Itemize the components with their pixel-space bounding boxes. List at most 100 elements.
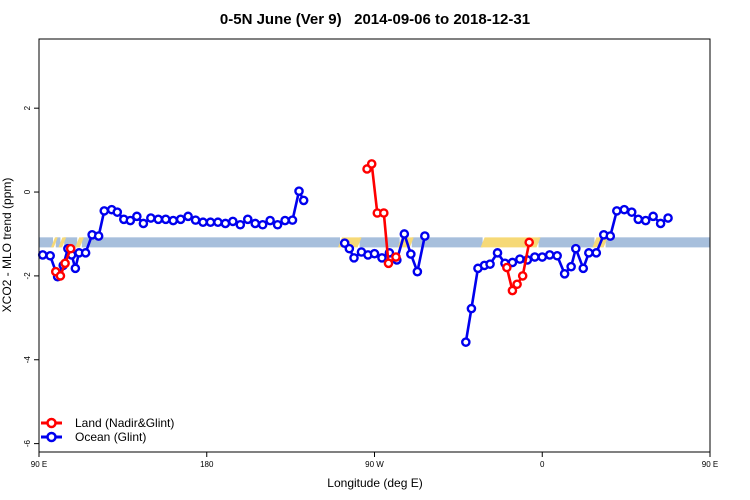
- data-point: [213, 217, 223, 228]
- data-point: [612, 206, 622, 216]
- data-point: [466, 303, 477, 314]
- data-point: [125, 215, 136, 226]
- band-ocean-segment: [605, 237, 710, 248]
- data-point: [507, 257, 518, 268]
- data-point: [399, 229, 410, 239]
- y-axis-label: XCO2 - MLO trend (ppm): [0, 178, 14, 313]
- band-land-segment: [58, 237, 67, 248]
- band-ocean-segment: [359, 237, 400, 248]
- data-point: [112, 207, 123, 217]
- data-point: [265, 215, 275, 226]
- data-point: [619, 204, 630, 215]
- data-point: [344, 243, 355, 254]
- data-point: [298, 195, 309, 206]
- band-ocean-segment: [39, 237, 53, 248]
- series-line: [42, 189, 305, 279]
- data-point: [228, 216, 238, 227]
- data-point: [591, 248, 602, 258]
- data-point: [70, 263, 81, 274]
- data-point: [65, 243, 76, 254]
- legend-label-ocean: Ocean (Glint): [75, 430, 146, 444]
- data-point: [153, 214, 164, 225]
- data-point: [287, 215, 298, 225]
- y-tick-label: 0: [23, 189, 32, 194]
- data-point: [220, 218, 231, 229]
- data-point: [45, 250, 55, 261]
- data-point: [655, 218, 666, 229]
- data-point: [578, 263, 589, 274]
- band-ocean-segment: [411, 237, 483, 248]
- data-point: [383, 258, 394, 269]
- band-ocean-segment: [538, 237, 595, 248]
- axis-ticks: 90 E 180 90 W 0 90 E 2 0 -2 -4 -6: [23, 105, 718, 469]
- data-point: [544, 250, 555, 260]
- data-point: [605, 231, 616, 241]
- data-point: [93, 231, 104, 241]
- data-point: [280, 215, 290, 226]
- data-point: [537, 252, 548, 262]
- legend: Land (Nadir&Glint) Ocean (Glint): [41, 416, 174, 444]
- data-point: [183, 211, 193, 222]
- data-point: [633, 214, 644, 225]
- data-point: [517, 271, 528, 281]
- y-tick-label: -6: [23, 440, 32, 448]
- data-point: [377, 253, 387, 263]
- x-tick-label: 90 W: [365, 460, 384, 469]
- data-point: [99, 206, 110, 216]
- data-point: [257, 219, 268, 230]
- data-point: [366, 159, 377, 169]
- data-point: [294, 186, 304, 197]
- legend-label-land: Land (Nadir&Glint): [75, 416, 174, 430]
- data-point: [420, 231, 430, 241]
- data-point: [132, 211, 142, 222]
- data-point: [168, 215, 178, 226]
- data-point: [391, 252, 401, 262]
- data-point: [250, 218, 261, 229]
- band-ocean-segment: [55, 237, 61, 248]
- data-point: [584, 248, 594, 258]
- x-tick-label: 90 E: [31, 460, 47, 469]
- band-land-segment: [50, 237, 58, 248]
- band-ocean-segment: [81, 237, 341, 248]
- data-point: [626, 207, 637, 217]
- y-tick-label: -2: [23, 272, 32, 280]
- data-point: [461, 337, 471, 347]
- y-tick-label: 2: [23, 105, 32, 110]
- data-point: [235, 219, 246, 230]
- data-point: [138, 218, 149, 229]
- x-tick-label: 90 E: [702, 460, 718, 469]
- data-point: [502, 262, 512, 273]
- data-point: [406, 249, 416, 259]
- data-point: [559, 269, 570, 279]
- data-point: [507, 285, 518, 296]
- data-point: [412, 266, 423, 277]
- data-point: [190, 215, 201, 225]
- data-point: [369, 248, 380, 259]
- data-point: [529, 252, 540, 262]
- data-point: [146, 213, 156, 223]
- data-point: [492, 248, 503, 258]
- data-point: [524, 237, 535, 248]
- data-point: [515, 254, 525, 264]
- data-point: [37, 250, 48, 260]
- data-point: [485, 259, 495, 269]
- data-point: [60, 258, 70, 269]
- data-point: [663, 213, 673, 223]
- data-point: [648, 211, 658, 222]
- x-tick-label: 180: [200, 460, 214, 469]
- band-land-segment: [75, 237, 84, 248]
- data-point: [272, 219, 283, 230]
- band-ocean-segment: [64, 237, 78, 248]
- data-point: [205, 217, 216, 228]
- data-point: [552, 250, 562, 261]
- series-ocean: [37, 186, 673, 347]
- data-point: [242, 214, 253, 225]
- data-point: [566, 261, 576, 272]
- legend-item-land: Land (Nadir&Glint): [41, 416, 174, 430]
- data-point: [198, 217, 208, 228]
- data-point: [80, 248, 91, 258]
- data-point: [640, 215, 651, 226]
- data-point: [55, 271, 66, 281]
- series-layer: [37, 159, 673, 347]
